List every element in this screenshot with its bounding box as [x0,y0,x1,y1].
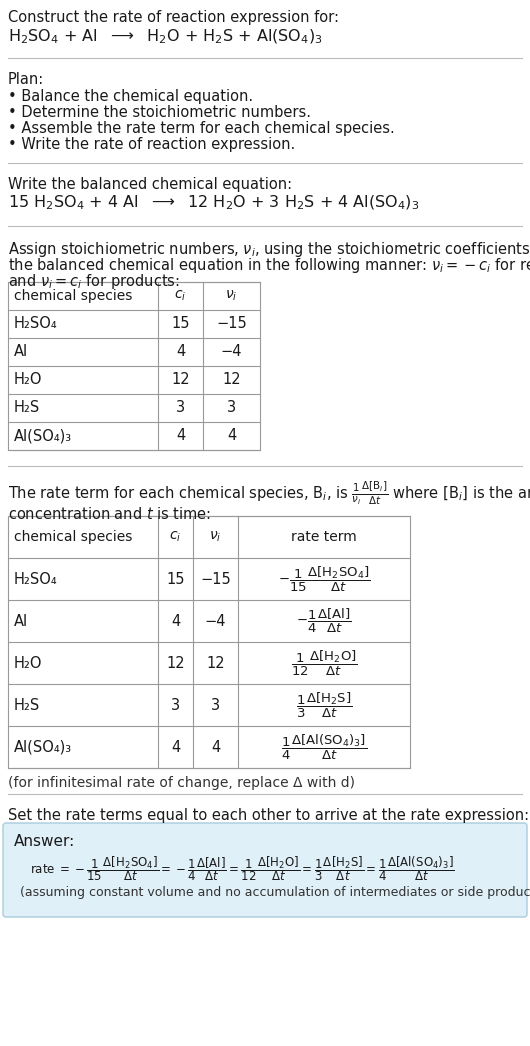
Text: H₂O: H₂O [14,372,42,387]
Text: Construct the rate of reaction expression for:: Construct the rate of reaction expressio… [8,10,339,25]
Text: 4: 4 [176,429,185,444]
Bar [8,282,260,450]
Text: 4: 4 [227,429,236,444]
Text: H₂O: H₂O [14,656,42,670]
Text: Answer:: Answer: [14,834,75,849]
Text: 3: 3 [171,698,180,712]
Text: Assign stoichiometric numbers, $\nu_i$, using the stoichiometric coefficients, $: Assign stoichiometric numbers, $\nu_i$, … [8,240,530,259]
Text: 4: 4 [171,740,180,754]
Text: 15: 15 [166,571,185,587]
Text: Al: Al [14,614,28,629]
Text: $\dfrac{1}{3}\dfrac{\Delta[\mathrm{H_2S}]}{\Delta t}$: $\dfrac{1}{3}\dfrac{\Delta[\mathrm{H_2S}… [296,690,352,720]
Text: $-\dfrac{1}{4}\dfrac{\Delta[\mathrm{Al}]}{\Delta t}$: $-\dfrac{1}{4}\dfrac{\Delta[\mathrm{Al}]… [296,607,352,635]
Text: −15: −15 [216,317,247,332]
Text: 3: 3 [211,698,220,712]
Text: 4: 4 [171,614,180,629]
Text: • Write the rate of reaction expression.: • Write the rate of reaction expression. [8,137,295,152]
Text: $c_i$: $c_i$ [174,289,187,303]
Text: 15 H$_2$SO$_4$ + 4 Al  $\longrightarrow$  12 H$_2$O + 3 H$_2$S + 4 Al(SO$_4$)$_3: 15 H$_2$SO$_4$ + 4 Al $\longrightarrow$ … [8,194,420,212]
Text: Al(SO₄)₃: Al(SO₄)₃ [14,740,72,754]
Text: Al: Al [14,344,28,360]
Text: Al(SO₄)₃: Al(SO₄)₃ [14,429,72,444]
Text: 3: 3 [176,401,185,415]
Text: • Assemble the rate term for each chemical species.: • Assemble the rate term for each chemic… [8,121,395,136]
Text: $\nu_i$: $\nu_i$ [209,530,222,544]
Text: $\nu_i$: $\nu_i$ [225,289,237,303]
Text: H₂S: H₂S [14,401,40,415]
Text: 3: 3 [227,401,236,415]
Text: 15: 15 [171,317,190,332]
Text: 12: 12 [206,656,225,670]
Text: −4: −4 [205,614,226,629]
Text: the balanced chemical equation in the following manner: $\nu_i = -c_i$ for react: the balanced chemical equation in the fo… [8,256,530,275]
Text: • Determine the stoichiometric numbers.: • Determine the stoichiometric numbers. [8,105,311,120]
Text: (for infinitesimal rate of change, replace Δ with d): (for infinitesimal rate of change, repla… [8,776,355,790]
Text: 4: 4 [211,740,220,754]
Text: 12: 12 [222,372,241,387]
Text: $c_i$: $c_i$ [170,530,182,544]
Text: H₂SO₄: H₂SO₄ [14,317,58,332]
Text: Set the rate terms equal to each other to arrive at the rate expression:: Set the rate terms equal to each other t… [8,808,529,823]
Text: 12: 12 [171,372,190,387]
Text: and $\nu_i = c_i$ for products:: and $\nu_i = c_i$ for products: [8,272,180,291]
Text: −4: −4 [221,344,242,360]
Text: H₂SO₄: H₂SO₄ [14,571,58,587]
Text: concentration and $t$ is time:: concentration and $t$ is time: [8,506,211,522]
Text: chemical species: chemical species [14,530,132,544]
Text: Write the balanced chemical equation:: Write the balanced chemical equation: [8,177,292,192]
Text: $-\dfrac{1}{15}\dfrac{\Delta[\mathrm{H_2SO_4}]}{\Delta t}$: $-\dfrac{1}{15}\dfrac{\Delta[\mathrm{H_2… [278,565,370,594]
Text: $\dfrac{1}{4}\dfrac{\Delta[\mathrm{Al(SO_4)_3}]}{\Delta t}$: $\dfrac{1}{4}\dfrac{\Delta[\mathrm{Al(SO… [281,732,367,761]
Text: −15: −15 [200,571,231,587]
Text: H₂S: H₂S [14,698,40,712]
Bar [8,516,410,768]
Text: The rate term for each chemical species, B$_i$, is $\frac{1}{\nu_i}\frac{\Delta[: The rate term for each chemical species,… [8,480,530,507]
Text: rate term: rate term [291,530,357,544]
Text: H$_2$SO$_4$ + Al  $\longrightarrow$  H$_2$O + H$_2$S + Al(SO$_4$)$_3$: H$_2$SO$_4$ + Al $\longrightarrow$ H$_2$… [8,28,323,46]
Text: 12: 12 [166,656,185,670]
Text: (assuming constant volume and no accumulation of intermediates or side products): (assuming constant volume and no accumul… [20,886,530,899]
Text: 4: 4 [176,344,185,360]
Text: rate $= -\dfrac{1}{15}\dfrac{\Delta[\mathrm{H_2SO_4}]}{\Delta t} = -\dfrac{1}{4}: rate $= -\dfrac{1}{15}\dfrac{\Delta[\mat… [30,854,455,883]
Text: Plan:: Plan: [8,72,44,87]
Text: • Balance the chemical equation.: • Balance the chemical equation. [8,89,253,104]
FancyBboxPatch shape [3,823,527,917]
Text: $\dfrac{1}{12}\dfrac{\Delta[\mathrm{H_2O}]}{\Delta t}$: $\dfrac{1}{12}\dfrac{\Delta[\mathrm{H_2O… [290,649,357,678]
Text: chemical species: chemical species [14,289,132,303]
